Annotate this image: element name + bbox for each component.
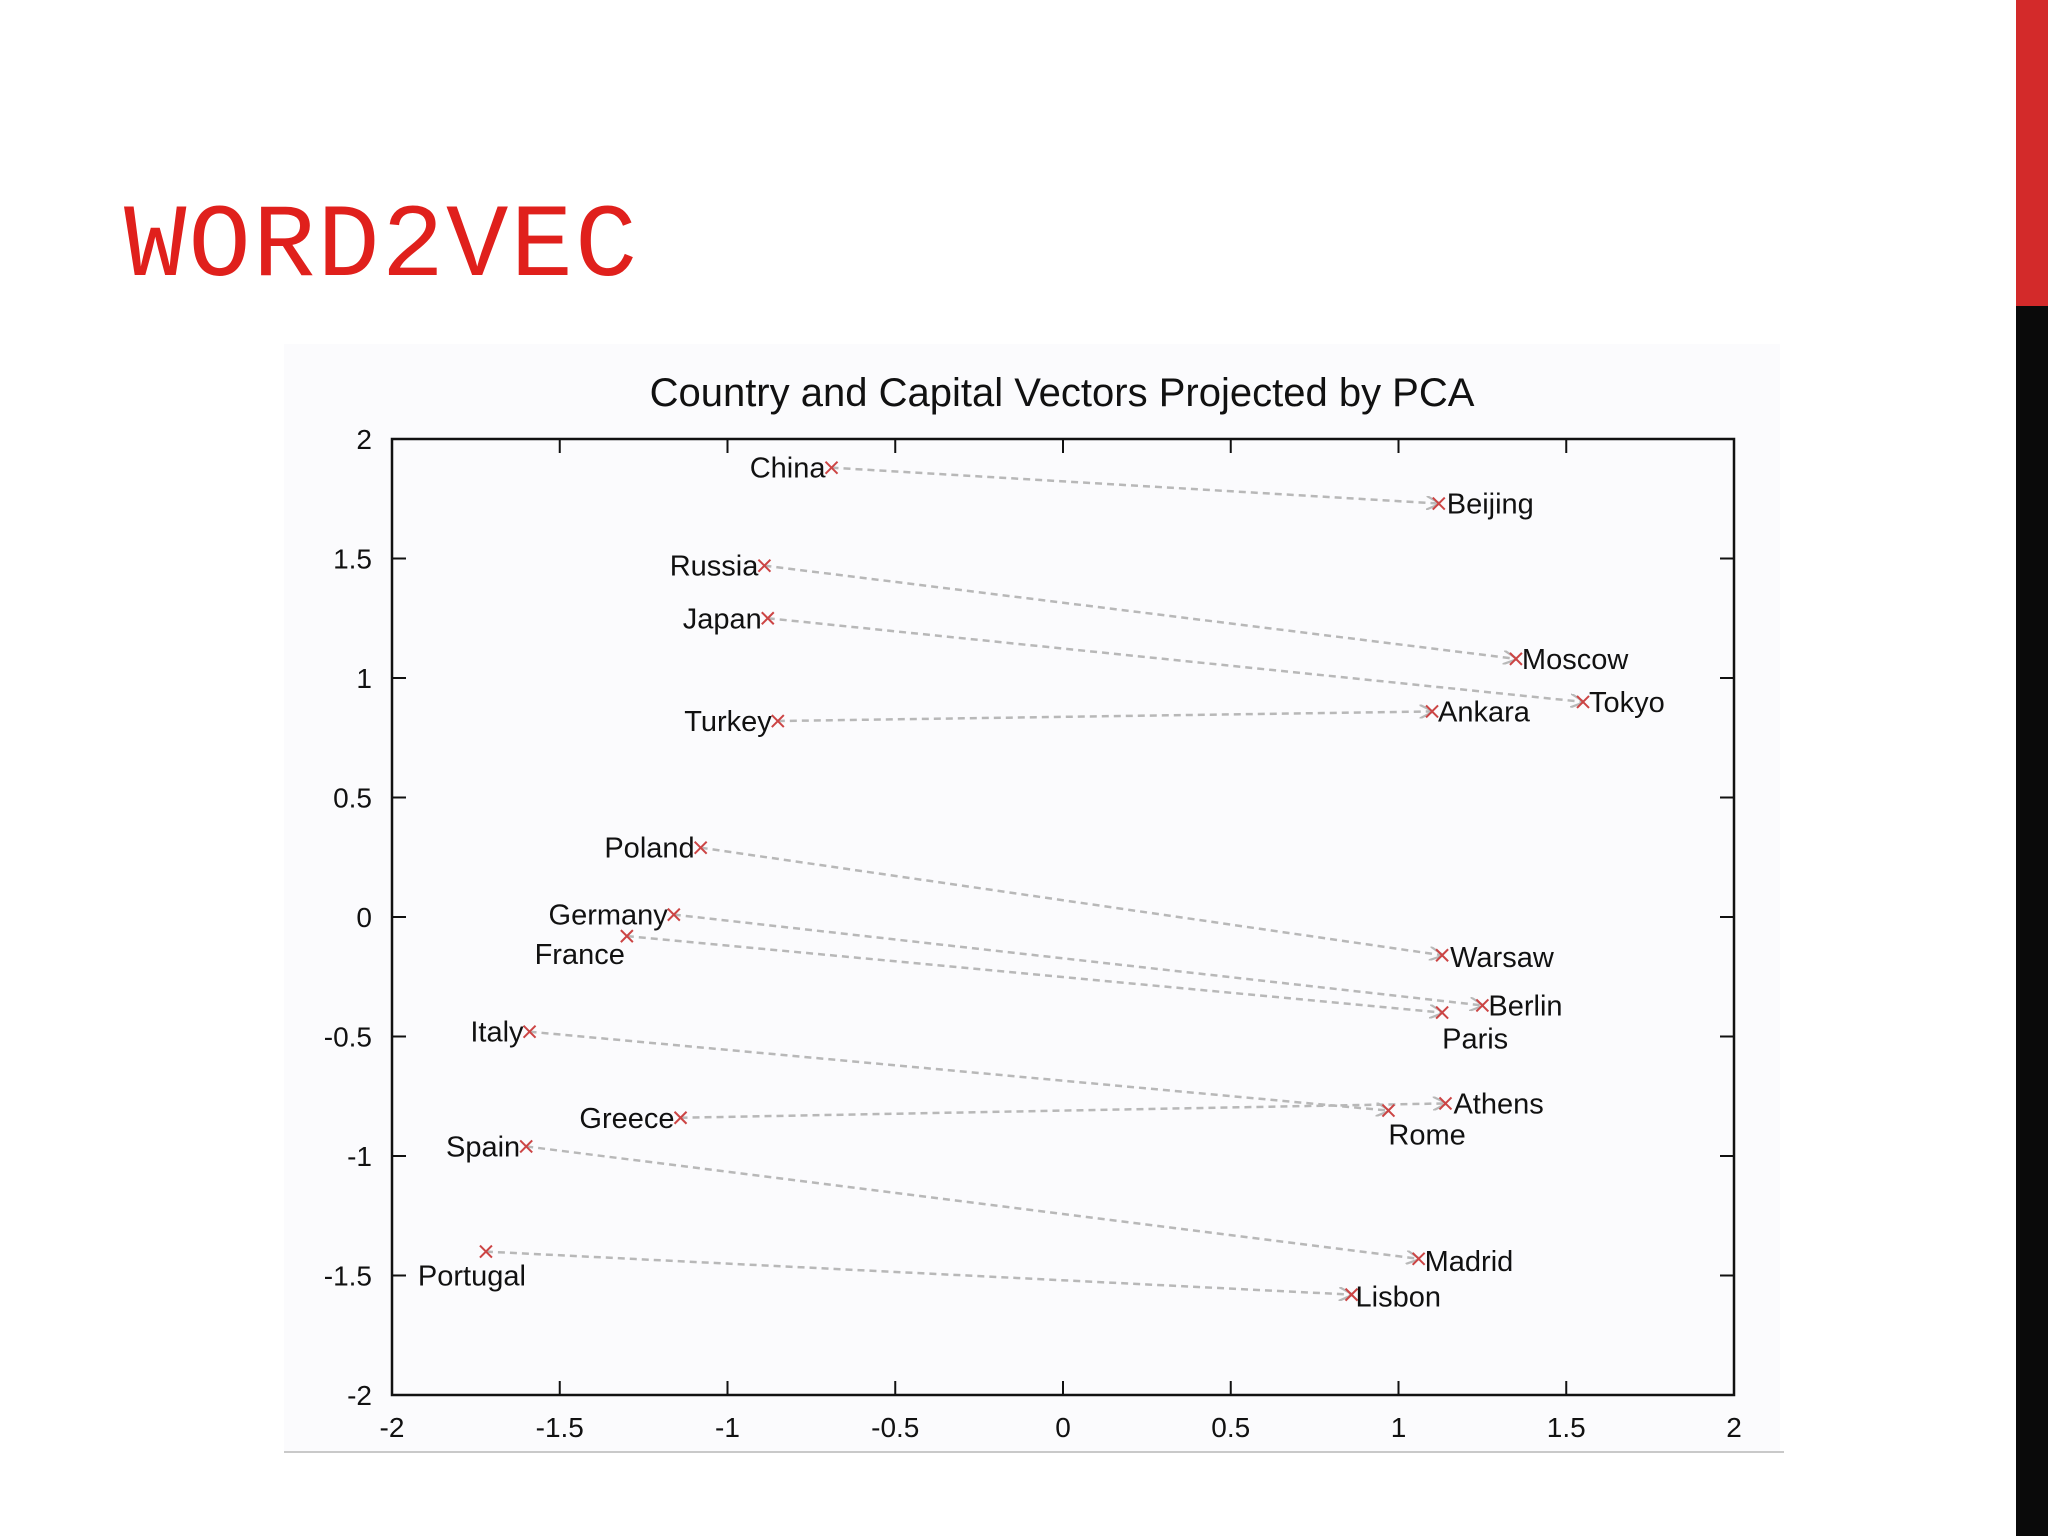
country-label: Italy	[470, 1017, 524, 1049]
label-layer: China Beijing Russia Moscow Japan Tokyo Turkey…	[418, 453, 1665, 1314]
capital-label: Madrid	[1425, 1246, 1514, 1278]
vector-arrow	[526, 1145, 1418, 1258]
capital-label: Athens	[1453, 1088, 1543, 1120]
arrow-layer	[485, 466, 1583, 1295]
y-tick-label: -1.5	[324, 1261, 372, 1292]
y-tick-label: 0	[356, 902, 372, 933]
capital-label: Paris	[1442, 1024, 1508, 1056]
x-tick-label: 2	[1726, 1412, 1742, 1443]
country-label: Turkey	[684, 706, 772, 738]
y-tick-label: 1.5	[333, 544, 372, 575]
country-point	[761, 611, 775, 625]
capital-point	[1432, 496, 1446, 511]
x-tick-label: -1.5	[536, 1412, 584, 1443]
x-tick-label: -1	[715, 1412, 740, 1443]
accent-bar-red	[2016, 0, 2048, 306]
vector-arrow	[764, 564, 1516, 659]
vector-arrow	[831, 466, 1439, 504]
x-tick-label: 0	[1055, 1412, 1071, 1443]
capital-point	[1438, 1096, 1453, 1111]
y-tick-label: 0.5	[333, 783, 372, 814]
country-point	[479, 1244, 493, 1259]
country-point	[824, 460, 839, 475]
country-point	[620, 929, 634, 943]
figure-baseline-divider	[284, 1451, 1784, 1453]
capital-point	[1576, 695, 1590, 709]
x-tick-label: 1	[1391, 1412, 1407, 1443]
capital-label: Beijing	[1447, 489, 1534, 521]
capital-label: Moscow	[1522, 644, 1629, 676]
capital-label: Lisbon	[1356, 1282, 1441, 1314]
capital-point	[1435, 948, 1449, 962]
vector-arrow	[673, 913, 1483, 1006]
vector-arrow	[485, 1250, 1352, 1295]
point-layer	[479, 460, 1590, 1302]
x-tick-label: 0.5	[1211, 1412, 1250, 1443]
axis-ticks: -2 -1.5 -1 -0.5 0 0.5 1 1.5 2 2 1.5 1 0.5 0 -0.5 -1 -1.5…	[324, 424, 1742, 1443]
capital-point	[1381, 1103, 1396, 1118]
x-tick-label: 1.5	[1547, 1412, 1586, 1443]
vector-arrow	[777, 711, 1432, 723]
country-label: France	[535, 939, 625, 971]
country-point	[519, 1139, 533, 1154]
y-tick-label: -0.5	[324, 1022, 372, 1053]
slide-title: WORD2VEC	[124, 189, 640, 307]
country-label: Japan	[683, 603, 762, 635]
country-point	[673, 1111, 688, 1125]
country-label: China	[750, 453, 827, 485]
country-label: Russia	[670, 551, 760, 583]
y-tick-label: 1	[356, 663, 372, 694]
plot-area-frame	[390, 437, 1736, 1397]
capital-point	[1435, 1005, 1449, 1020]
capital-label: Tokyo	[1589, 687, 1665, 719]
country-point	[522, 1025, 537, 1039]
vector-arrow	[626, 934, 1442, 1012]
y-tick-label: -1	[347, 1141, 372, 1172]
capital-label: Berlin	[1488, 990, 1562, 1022]
x-tick-label: -2	[380, 1412, 405, 1443]
vector-arrow	[700, 846, 1442, 956]
country-label: Greece	[579, 1103, 674, 1135]
capital-label: Ankara	[1438, 696, 1531, 728]
vector-arrow	[529, 1030, 1389, 1111]
x-tick-label: -0.5	[871, 1412, 919, 1443]
chart-title: Country and Capital Vectors Projected by…	[650, 371, 1475, 415]
country-label: Portugal	[418, 1261, 526, 1293]
y-tick-label: 2	[356, 424, 372, 455]
vector-arrow	[767, 617, 1583, 702]
capital-point	[1509, 652, 1523, 666]
country-point	[693, 840, 708, 855]
capital-point	[1344, 1287, 1359, 1302]
capital-point	[1425, 704, 1439, 719]
capital-point	[1475, 998, 1490, 1013]
vector-arrow	[680, 1103, 1446, 1120]
country-label: Germany	[549, 900, 669, 932]
country-point	[667, 907, 681, 922]
y-tick-label: -2	[347, 1380, 372, 1411]
capital-point	[1411, 1252, 1426, 1266]
country-label: Spain	[446, 1131, 520, 1163]
country-point	[771, 714, 785, 728]
country-label: Poland	[604, 833, 694, 865]
country-point	[757, 558, 772, 573]
figure-background	[284, 344, 1780, 1452]
capital-label: Rome	[1388, 1120, 1465, 1152]
capital-label: Warsaw	[1450, 942, 1555, 974]
accent-bar-black	[2016, 306, 2048, 1536]
